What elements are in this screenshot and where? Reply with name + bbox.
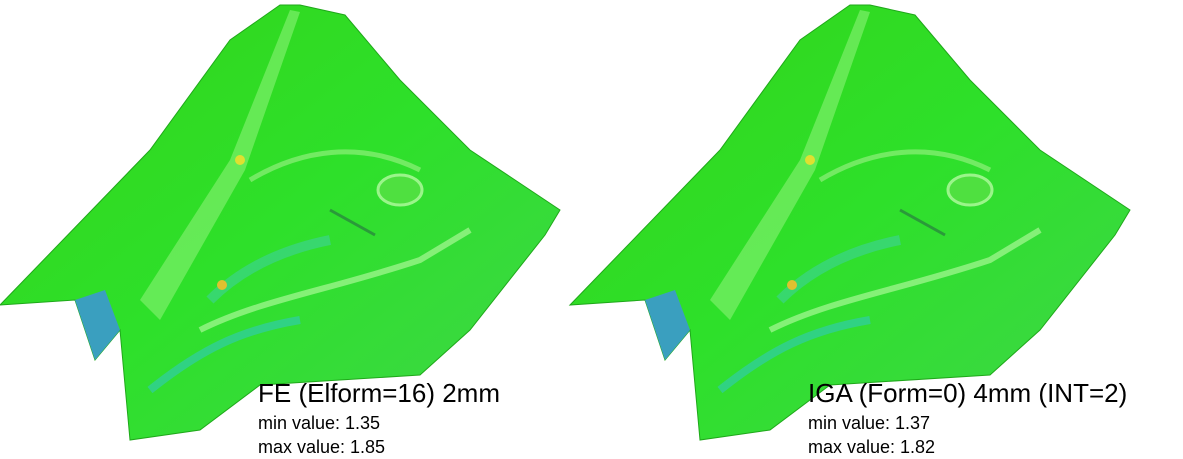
- max-value: max value: 1.85: [258, 437, 385, 458]
- max-value: max value: 1.82: [808, 437, 935, 458]
- min-value: min value: 1.35: [258, 413, 380, 434]
- fe-render: [0, 5, 560, 440]
- min-value: min value: 1.37: [808, 413, 930, 434]
- figure: FE (Elform=16) 2mm min value: 1.35 max v…: [0, 0, 1183, 459]
- panel-title: IGA (Form=0) 4mm (INT=2): [808, 378, 1127, 409]
- panel-title: FE (Elform=16) 2mm: [258, 378, 500, 409]
- iga-render: [570, 5, 1130, 440]
